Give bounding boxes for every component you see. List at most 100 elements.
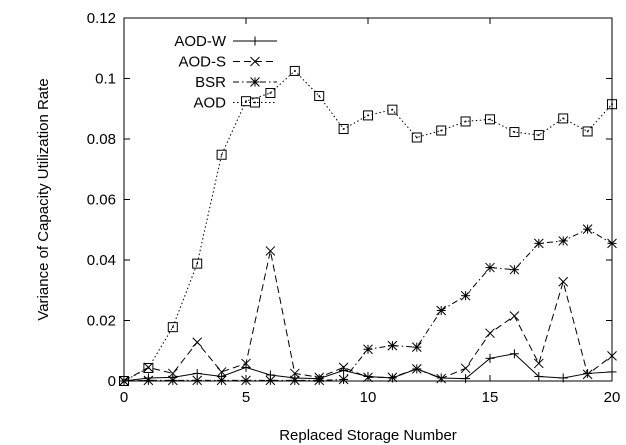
data-point <box>338 374 349 385</box>
data-point <box>167 375 178 386</box>
data-point <box>509 127 520 138</box>
data-point <box>607 367 617 377</box>
plot-area <box>123 17 613 382</box>
data-point <box>338 362 349 373</box>
data-point <box>289 375 300 386</box>
data-point <box>607 99 617 110</box>
data-point <box>387 372 398 383</box>
data-point <box>119 376 129 386</box>
data-point <box>485 328 495 339</box>
x-tick-label: 5 <box>242 389 250 406</box>
data-point <box>582 126 593 137</box>
data-point <box>192 337 203 348</box>
x-tick-label: 10 <box>360 389 377 406</box>
data-point <box>411 342 422 352</box>
series-bsr <box>119 224 617 386</box>
series-line <box>123 70 613 382</box>
data-point <box>607 351 617 361</box>
data-point <box>509 311 520 321</box>
data-point <box>461 374 471 384</box>
x-tick-label: 15 <box>482 389 499 406</box>
data-point <box>289 65 300 76</box>
data-point <box>558 236 569 246</box>
data-point <box>558 113 569 124</box>
series-layer <box>119 65 617 386</box>
legend-marker <box>250 56 260 67</box>
data-point <box>485 114 495 125</box>
data-point <box>241 375 251 386</box>
data-point <box>411 132 422 143</box>
y-tick-label: 0.04 <box>87 252 116 269</box>
legend: AOD-W AOD-S BSR AOD <box>174 33 277 112</box>
data-point <box>460 363 471 374</box>
data-point <box>582 369 593 380</box>
data-point <box>411 364 422 374</box>
data-point <box>485 262 495 273</box>
data-point <box>436 305 447 316</box>
legend-label: AOD <box>193 95 226 112</box>
data-point <box>265 88 276 99</box>
data-point <box>387 340 398 351</box>
y-tick-label: 0.06 <box>87 192 116 209</box>
data-point <box>387 104 398 115</box>
data-point <box>509 264 520 275</box>
x-axis-ticks: 0 5 10 15 20 <box>120 18 621 406</box>
data-point <box>216 367 227 377</box>
y-tick-label: 0.1 <box>95 71 116 88</box>
data-point <box>533 238 544 249</box>
y-tick-label: 0 <box>108 373 116 390</box>
plot-frame <box>123 17 613 382</box>
data-point <box>216 375 227 386</box>
data-point <box>607 238 617 249</box>
data-point <box>143 375 154 386</box>
data-point <box>167 368 178 379</box>
data-point <box>558 276 569 287</box>
data-point <box>241 362 251 372</box>
data-point <box>460 116 471 127</box>
data-point <box>363 110 373 121</box>
series-line <box>123 228 613 382</box>
data-point <box>265 246 276 256</box>
data-point <box>363 372 373 383</box>
data-point <box>509 349 519 359</box>
legend-label: AOD-W <box>174 33 227 50</box>
series-line <box>123 250 613 382</box>
data-point <box>582 224 593 234</box>
data-point <box>241 358 251 369</box>
data-point <box>314 375 325 386</box>
data-point <box>533 358 544 369</box>
legend-marker <box>250 97 260 108</box>
data-point <box>485 353 495 363</box>
data-point <box>265 375 276 386</box>
data-point <box>192 375 203 386</box>
legend-marker <box>250 77 260 87</box>
data-point <box>338 124 349 135</box>
y-axis-ticks: 0 0.02 0.04 0.06 0.08 0.1 0.12 <box>87 10 612 390</box>
data-point <box>436 125 447 136</box>
legend-label: AOD-S <box>178 54 226 71</box>
data-point <box>534 371 544 381</box>
x-tick-label: 0 <box>120 389 128 406</box>
data-point <box>216 149 227 160</box>
data-point <box>143 362 154 373</box>
y-tick-label: 0.08 <box>87 131 116 148</box>
data-point <box>314 91 325 102</box>
legend-label: BSR <box>195 74 226 91</box>
data-point <box>241 96 251 107</box>
data-point <box>167 322 178 333</box>
y-tick-label: 0.12 <box>87 10 116 27</box>
data-point <box>363 344 373 355</box>
series-aod <box>119 65 617 386</box>
data-point <box>192 258 203 269</box>
legend-marker <box>250 36 260 46</box>
y-tick-label: 0.02 <box>87 313 116 330</box>
series-aod-s <box>119 246 617 386</box>
data-point <box>558 373 568 383</box>
data-point <box>289 368 300 379</box>
y-axis-label: Variance of Capacity Utilization Rate <box>35 78 52 320</box>
x-axis-label: Replaced Storage Number <box>279 427 457 444</box>
data-point <box>363 371 373 381</box>
x-tick-label: 20 <box>604 389 621 406</box>
data-point <box>436 373 447 384</box>
